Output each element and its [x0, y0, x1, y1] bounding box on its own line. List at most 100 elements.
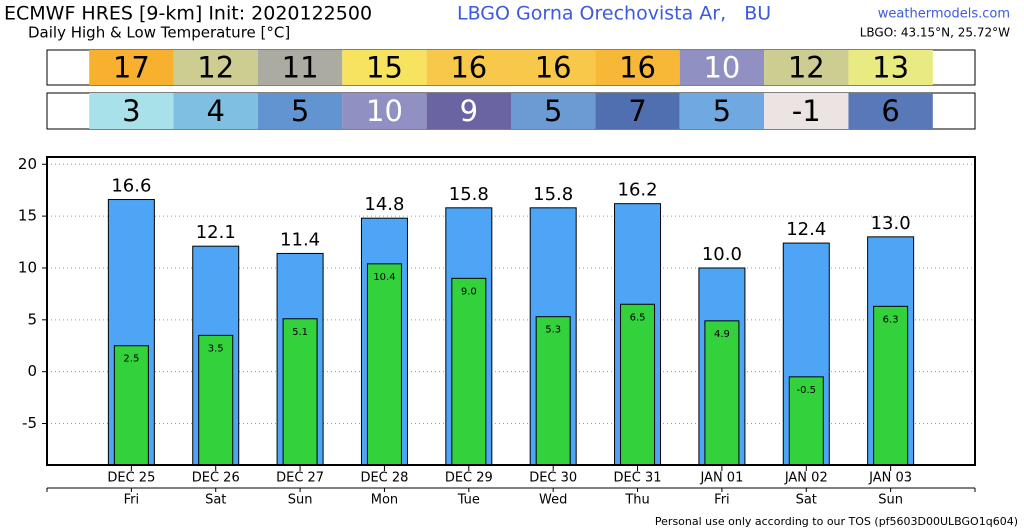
coords: LBGO: 43.15°N, 25.72°W: [860, 26, 1010, 40]
y-tick-label: -5: [22, 414, 37, 432]
temp-box-label: 12: [197, 51, 234, 85]
temp-box: [511, 93, 596, 129]
title: ECMWF HRES [9-km] Init: 2020122500: [4, 3, 372, 25]
temp-box-label: 4: [207, 94, 225, 128]
value-label: 5.3: [545, 325, 561, 336]
temp-box-label: 5: [291, 94, 309, 128]
value-label: 16.6: [111, 176, 151, 197]
weekday-label: Tue: [457, 493, 480, 508]
temp-box: [848, 93, 933, 129]
value-label: -0.5: [797, 385, 817, 396]
value-label: 15.8: [449, 184, 489, 205]
temp-box-label: 12: [788, 51, 825, 85]
temp-box: [257, 50, 343, 85]
value-label: 6.5: [630, 312, 646, 323]
temp-box: [257, 93, 343, 129]
temp-box-label: 3: [122, 94, 140, 128]
value-label: 13.0: [871, 213, 911, 234]
weekday-label: Fri: [124, 493, 140, 508]
value-label: 15.8: [533, 184, 573, 205]
value-label: 10.4: [373, 272, 395, 283]
temp-box-label: 7: [628, 94, 646, 128]
bar: [198, 334, 234, 466]
value-label: 2.5: [123, 354, 139, 365]
x-tick-label: JAN 02: [784, 471, 828, 486]
y-tick-label: 0: [27, 362, 37, 380]
value-label: 6.3: [883, 314, 899, 325]
weekday-label: Fri: [714, 493, 730, 508]
temp-box-label: 15: [366, 51, 403, 85]
temp-box-label: 5: [544, 94, 562, 128]
temp-box: [173, 93, 258, 129]
x-tick-label: DEC 30: [529, 471, 577, 486]
temp-box-label: 16: [619, 51, 656, 85]
temp-box: [426, 50, 511, 85]
source: weathermodels.com: [878, 7, 1010, 22]
temp-box-label: 11: [282, 51, 319, 85]
value-label: 9.0: [461, 286, 477, 297]
weekday-label: Wed: [539, 493, 567, 508]
weekday-label: Sun: [878, 493, 903, 508]
temp-box: [511, 50, 596, 85]
bar: [282, 318, 318, 466]
temp-box-label: 16: [450, 51, 487, 85]
bar: [535, 316, 571, 466]
temp-box: [595, 93, 680, 129]
footer: Personal use only according to our TOS (…: [655, 515, 1018, 528]
weekday-label: Mon: [371, 493, 398, 508]
x-tick-label: DEC 25: [107, 471, 155, 486]
temp-box: [89, 50, 174, 85]
temp-box-label: 13: [872, 51, 909, 85]
temp-box: [679, 93, 765, 129]
y-tick-label: 10: [18, 258, 37, 276]
temp-box: [679, 50, 765, 85]
temp-box-label: -1: [792, 94, 821, 128]
plot-frame: [46, 156, 976, 466]
value-label: 14.8: [364, 194, 404, 215]
temp-box-label: 6: [881, 94, 899, 128]
x-tick-label: DEC 26: [192, 471, 240, 486]
bar: [451, 277, 487, 466]
value-label: 10.0: [702, 244, 742, 265]
x-tick-label: DEC 29: [445, 471, 493, 486]
bar: [113, 345, 149, 466]
y-tick-label: 5: [27, 310, 37, 328]
temp-box: [595, 50, 680, 85]
value-label: 12.4: [786, 219, 826, 240]
x-tick-label: DEC 28: [360, 471, 408, 486]
temp-box: [764, 93, 849, 129]
bar: [704, 320, 740, 466]
temp-box: [342, 93, 427, 129]
value-label: 5.1: [292, 327, 308, 338]
x-tick-label: DEC 31: [614, 471, 662, 486]
temp-box-label: 17: [113, 51, 150, 85]
y-tick-label: 15: [18, 207, 37, 225]
weekday-label: Sat: [205, 493, 226, 508]
value-label: 4.9: [714, 329, 730, 340]
bar: [788, 376, 824, 466]
temp-box-label: 5: [713, 94, 731, 128]
bar: [873, 305, 909, 466]
weekday-label: Sat: [796, 493, 817, 508]
bar: [366, 263, 402, 466]
weekday-label: Thu: [624, 493, 649, 508]
value-label: 11.4: [280, 229, 320, 250]
weekday-label: Sun: [288, 493, 313, 508]
value-label: 12.1: [196, 222, 236, 243]
temp-box-label: 10: [703, 51, 740, 85]
y-tick-label: 20: [18, 155, 37, 173]
value-label: 16.2: [618, 180, 658, 201]
temp-box: [173, 50, 258, 85]
x-tick-label: DEC 27: [276, 471, 324, 486]
temp-box: [426, 93, 511, 129]
temp-box: [89, 93, 174, 129]
subtitle: Daily High & Low Temperature [°C]: [28, 24, 290, 42]
temp-box: [848, 50, 933, 85]
value-label: 3.5: [208, 343, 224, 354]
temp-box: [764, 50, 849, 85]
x-tick-label: JAN 01: [699, 471, 743, 486]
x-tick-label: JAN 03: [868, 471, 912, 486]
temp-box-label: 10: [366, 94, 403, 128]
temp-box: [342, 50, 427, 85]
